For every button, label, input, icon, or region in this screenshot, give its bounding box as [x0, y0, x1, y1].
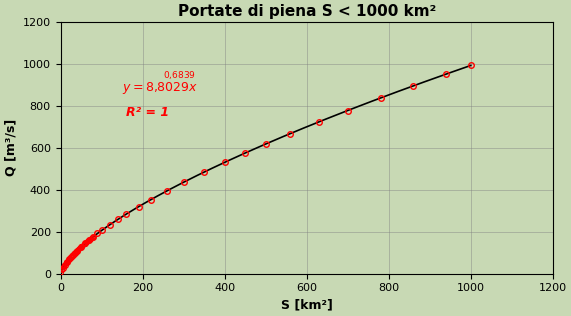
- Title: Portate di piena S < 1000 km²: Portate di piena S < 1000 km²: [178, 4, 436, 19]
- Text: $y = 8{,}8029x$: $y = 8{,}8029x$: [122, 80, 198, 96]
- X-axis label: S [km²]: S [km²]: [281, 299, 333, 312]
- Text: $0{,}6839$: $0{,}6839$: [163, 70, 196, 82]
- Y-axis label: Q [m³/s]: Q [m³/s]: [4, 119, 17, 176]
- Text: R² = 1: R² = 1: [126, 106, 170, 119]
